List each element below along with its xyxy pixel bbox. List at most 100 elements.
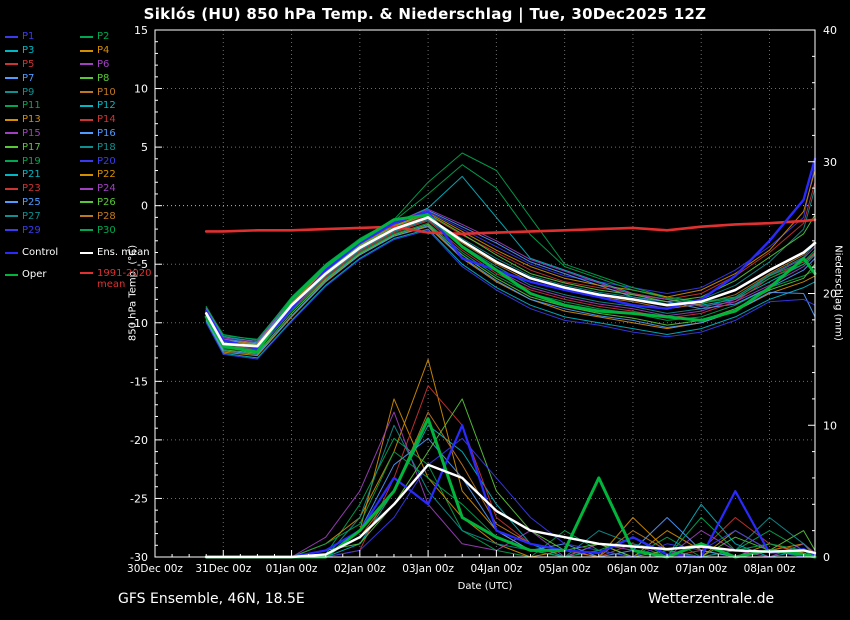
- control-temp-line: [204, 157, 817, 350]
- legend-bottom: Control Ens. mean Oper 1991-2020 mean: [5, 246, 155, 291]
- y-left-tick-label: 10: [134, 83, 148, 96]
- member-label: P5: [22, 58, 35, 70]
- legend-item-P14: P14: [80, 113, 155, 127]
- legend: P1 P2 P3 P4 P5 P6 P7 P8 P9 P10 P11 P12 P13 P14 P15 P16 P…: [5, 30, 155, 291]
- member-label: P6: [97, 58, 110, 70]
- member-line-swatch: [5, 187, 18, 190]
- member-line-swatch: [5, 173, 18, 176]
- y-left-tick-label: -20: [130, 434, 148, 447]
- member-precip-line-P4: [205, 398, 816, 558]
- member-label: P2: [97, 31, 110, 43]
- legend-item-P21: P21: [5, 168, 80, 182]
- member-line-swatch: [80, 77, 93, 80]
- legend-item-control: Control: [5, 246, 80, 260]
- member-line-swatch: [5, 104, 18, 107]
- legend-item-P9: P9: [5, 85, 80, 99]
- member-label: P25: [22, 196, 41, 208]
- footer-site-credit: Wetterzentrale.de: [648, 591, 775, 607]
- climate-mean-line-swatch: [80, 271, 93, 274]
- member-line-swatch: [80, 132, 93, 135]
- member-temp-line-P2: [205, 222, 816, 352]
- member-label: P20: [97, 155, 116, 167]
- y-left-tick-label: -10: [130, 317, 148, 330]
- member-temp-line-P3: [205, 175, 816, 342]
- legend-climate-label-line1: 1991-2020: [97, 267, 152, 279]
- member-label: P8: [97, 72, 110, 84]
- member-line-swatch: [5, 146, 18, 149]
- member-line-swatch: [80, 160, 93, 163]
- member-line-swatch: [5, 118, 18, 121]
- member-label: P18: [97, 141, 116, 153]
- oper-line-swatch: [5, 273, 18, 276]
- legend-item-P3: P3: [5, 44, 80, 58]
- control-line-swatch: [5, 251, 18, 254]
- member-line-swatch: [80, 63, 93, 66]
- legend-item-P30: P30: [80, 223, 155, 237]
- member-label: P3: [22, 45, 35, 57]
- x-tick-label: 07Jan 00z: [675, 563, 727, 575]
- legend-item-P29: P29: [5, 223, 80, 237]
- member-line-swatch: [80, 35, 93, 38]
- member-precip-line-P26: [205, 398, 816, 558]
- member-line-swatch: [80, 187, 93, 190]
- x-tick-label: 05Jan 00z: [539, 563, 591, 575]
- member-label: P1: [22, 31, 35, 43]
- climate-mean-temp-line: [204, 218, 817, 236]
- y-left-tick-label: -25: [130, 492, 148, 505]
- legend-climate-label: 1991-2020 mean: [97, 268, 152, 291]
- member-label: P10: [97, 86, 116, 98]
- legend-climate-label-line2: mean: [97, 279, 126, 291]
- member-line-swatch: [80, 201, 93, 204]
- legend-item-P5: P5: [5, 58, 80, 72]
- x-tick-label: 06Jan 00z: [607, 563, 659, 575]
- legend-item-P16: P16: [80, 127, 155, 141]
- member-label: P16: [97, 127, 116, 139]
- member-line-swatch: [80, 146, 93, 149]
- x-axis-label: Date (UTC): [457, 581, 513, 592]
- member-label: P9: [22, 86, 35, 98]
- member-label: P27: [22, 210, 41, 222]
- legend-ens-mean-label: Ens. mean: [97, 247, 150, 259]
- legend-item-P15: P15: [5, 127, 80, 141]
- ens-mean-temp-line: [204, 216, 817, 348]
- member-line-swatch: [80, 173, 93, 176]
- y-right-tick-label: 30: [823, 156, 837, 169]
- x-tick-label: 30Dec 00z: [127, 563, 183, 575]
- member-line-swatch: [5, 132, 18, 135]
- member-line-swatch: [5, 229, 18, 232]
- member-temp-line-P8: [205, 223, 816, 354]
- legend-item-P23: P23: [5, 182, 80, 196]
- legend-item-ens-mean: Ens. mean: [80, 246, 155, 260]
- member-line-swatch: [5, 160, 18, 163]
- member-line-swatch: [5, 63, 18, 66]
- legend-item-P18: P18: [80, 140, 155, 154]
- member-line-swatch: [5, 77, 18, 80]
- chart-title: Siklós (HU) 850 hPa Temp. & Niederschlag…: [143, 5, 707, 23]
- y-left-tick-label: 15: [134, 24, 148, 37]
- x-tick-label: 01Jan 00z: [266, 563, 318, 575]
- y-right-tick-label: 10: [823, 419, 837, 432]
- member-line-swatch: [5, 91, 18, 94]
- footer-model-info: GFS Ensemble, 46N, 18.5E: [118, 591, 305, 607]
- member-label: P22: [97, 169, 116, 181]
- x-tick-label: 03Jan 00z: [402, 563, 454, 575]
- y-left-tick-label: 0: [141, 200, 148, 213]
- ens-mean-line-swatch: [80, 251, 93, 254]
- member-label: P14: [97, 114, 116, 126]
- legend-item-P20: P20: [80, 154, 155, 168]
- oper-temp-line: [204, 213, 817, 354]
- x-tick-label: 08Jan 00z: [744, 563, 796, 575]
- legend-control-label: Control: [22, 247, 59, 259]
- member-label: P4: [97, 45, 110, 57]
- member-line-swatch: [5, 201, 18, 204]
- member-temp-line-P11: [205, 152, 816, 341]
- y-right-tick-label: 0: [823, 551, 830, 564]
- legend-item-P25: P25: [5, 196, 80, 210]
- legend-item-P17: P17: [5, 140, 80, 154]
- legend-item-P11: P11: [5, 99, 80, 113]
- legend-oper-label: Oper: [22, 269, 47, 281]
- member-line-swatch: [80, 104, 93, 107]
- y-left-tick-label: -5: [137, 258, 148, 271]
